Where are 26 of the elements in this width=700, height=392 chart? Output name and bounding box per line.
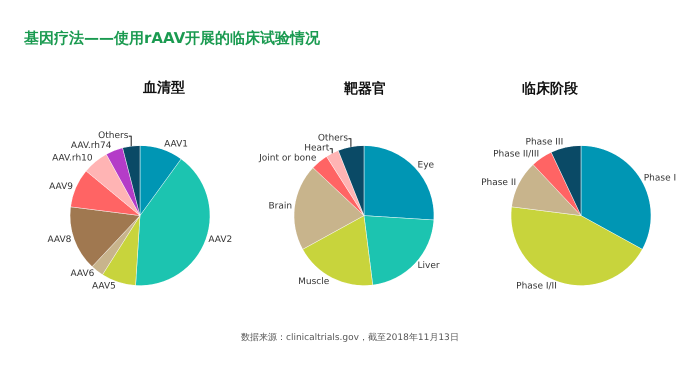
text: 基因疗法——使用rAAV开展的临床试验情况 <box>23 29 322 47</box>
slice-label: Eye <box>418 160 435 170</box>
slice-label: Phase III <box>526 138 564 148</box>
slice-label: Phase I <box>644 174 676 184</box>
slice-label: Liver <box>418 260 440 271</box>
slice-label: AAV8 <box>47 234 72 245</box>
slice-label: AAV.rh10 <box>52 154 93 164</box>
chart-title: 血清型 <box>142 80 185 96</box>
slice-label: Phase II <box>481 178 516 188</box>
slice-label: AAV5 <box>92 282 116 292</box>
slice-label: Muscle <box>298 276 330 287</box>
slice-label: AAV6 <box>70 269 95 280</box>
slice-label: AAV2 <box>208 234 232 245</box>
slice-label: AAV.rh74 <box>70 141 112 152</box>
slice-label: Phase I/II <box>516 282 557 292</box>
slice-label: Heart <box>304 144 330 154</box>
chart-title: 临床阶段 <box>522 80 579 97</box>
slice-label: Phase II/III <box>493 149 540 160</box>
slice-label: AAV1 <box>164 140 188 150</box>
slice-label: Joint or bone <box>258 154 317 164</box>
slice-label: AAV9 <box>49 182 74 192</box>
slice-label: Others <box>318 134 348 144</box>
source-note: 数据来源：clinicaltrials.gov，截至2018年11月13日 <box>241 332 459 343</box>
slice-label: Others <box>98 131 129 142</box>
slice-label: Brain <box>268 202 292 212</box>
chart-title: 靶器官 <box>343 80 386 97</box>
